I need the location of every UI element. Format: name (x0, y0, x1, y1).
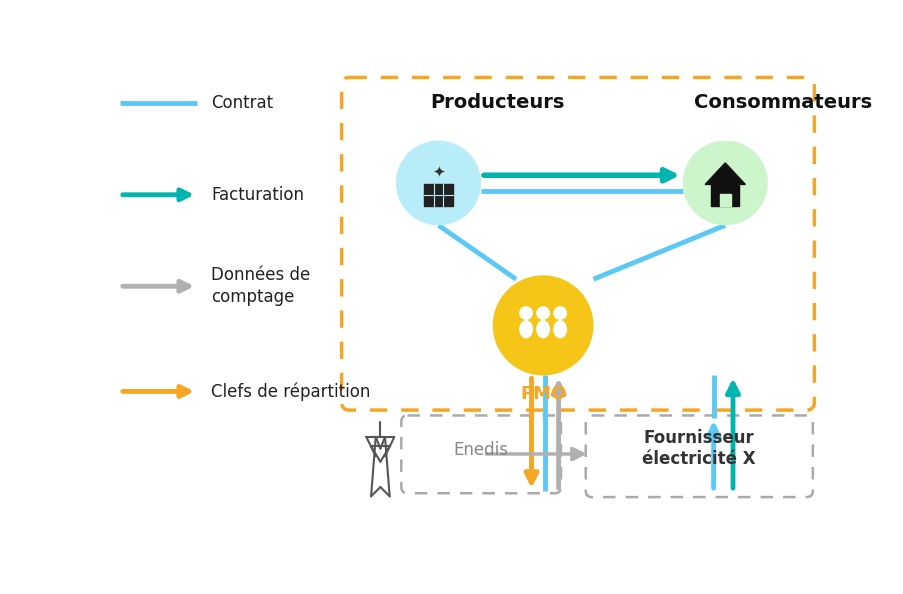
Circle shape (682, 141, 767, 225)
Text: Données de
comptage: Données de comptage (211, 266, 310, 307)
Text: Fournisseur
électricité X: Fournisseur électricité X (641, 429, 755, 468)
Text: Consommateurs: Consommateurs (694, 93, 871, 112)
Ellipse shape (519, 321, 532, 338)
Text: Enedis: Enedis (453, 441, 508, 459)
Ellipse shape (554, 321, 566, 338)
Text: Facturation: Facturation (211, 186, 303, 204)
Circle shape (492, 276, 593, 375)
Ellipse shape (536, 321, 549, 338)
Text: Clefs de répartition: Clefs de répartition (211, 382, 370, 401)
Text: PMO: PMO (519, 386, 565, 403)
Circle shape (396, 141, 480, 225)
Circle shape (519, 307, 532, 319)
Text: ✦: ✦ (432, 165, 444, 179)
Text: Contrat: Contrat (211, 94, 273, 112)
Bar (424, 185, 452, 206)
Polygon shape (704, 163, 745, 185)
Text: Producteurs: Producteurs (430, 93, 564, 112)
Circle shape (536, 307, 549, 319)
Bar (719, 194, 730, 206)
Circle shape (554, 307, 566, 319)
Bar (711, 185, 739, 206)
